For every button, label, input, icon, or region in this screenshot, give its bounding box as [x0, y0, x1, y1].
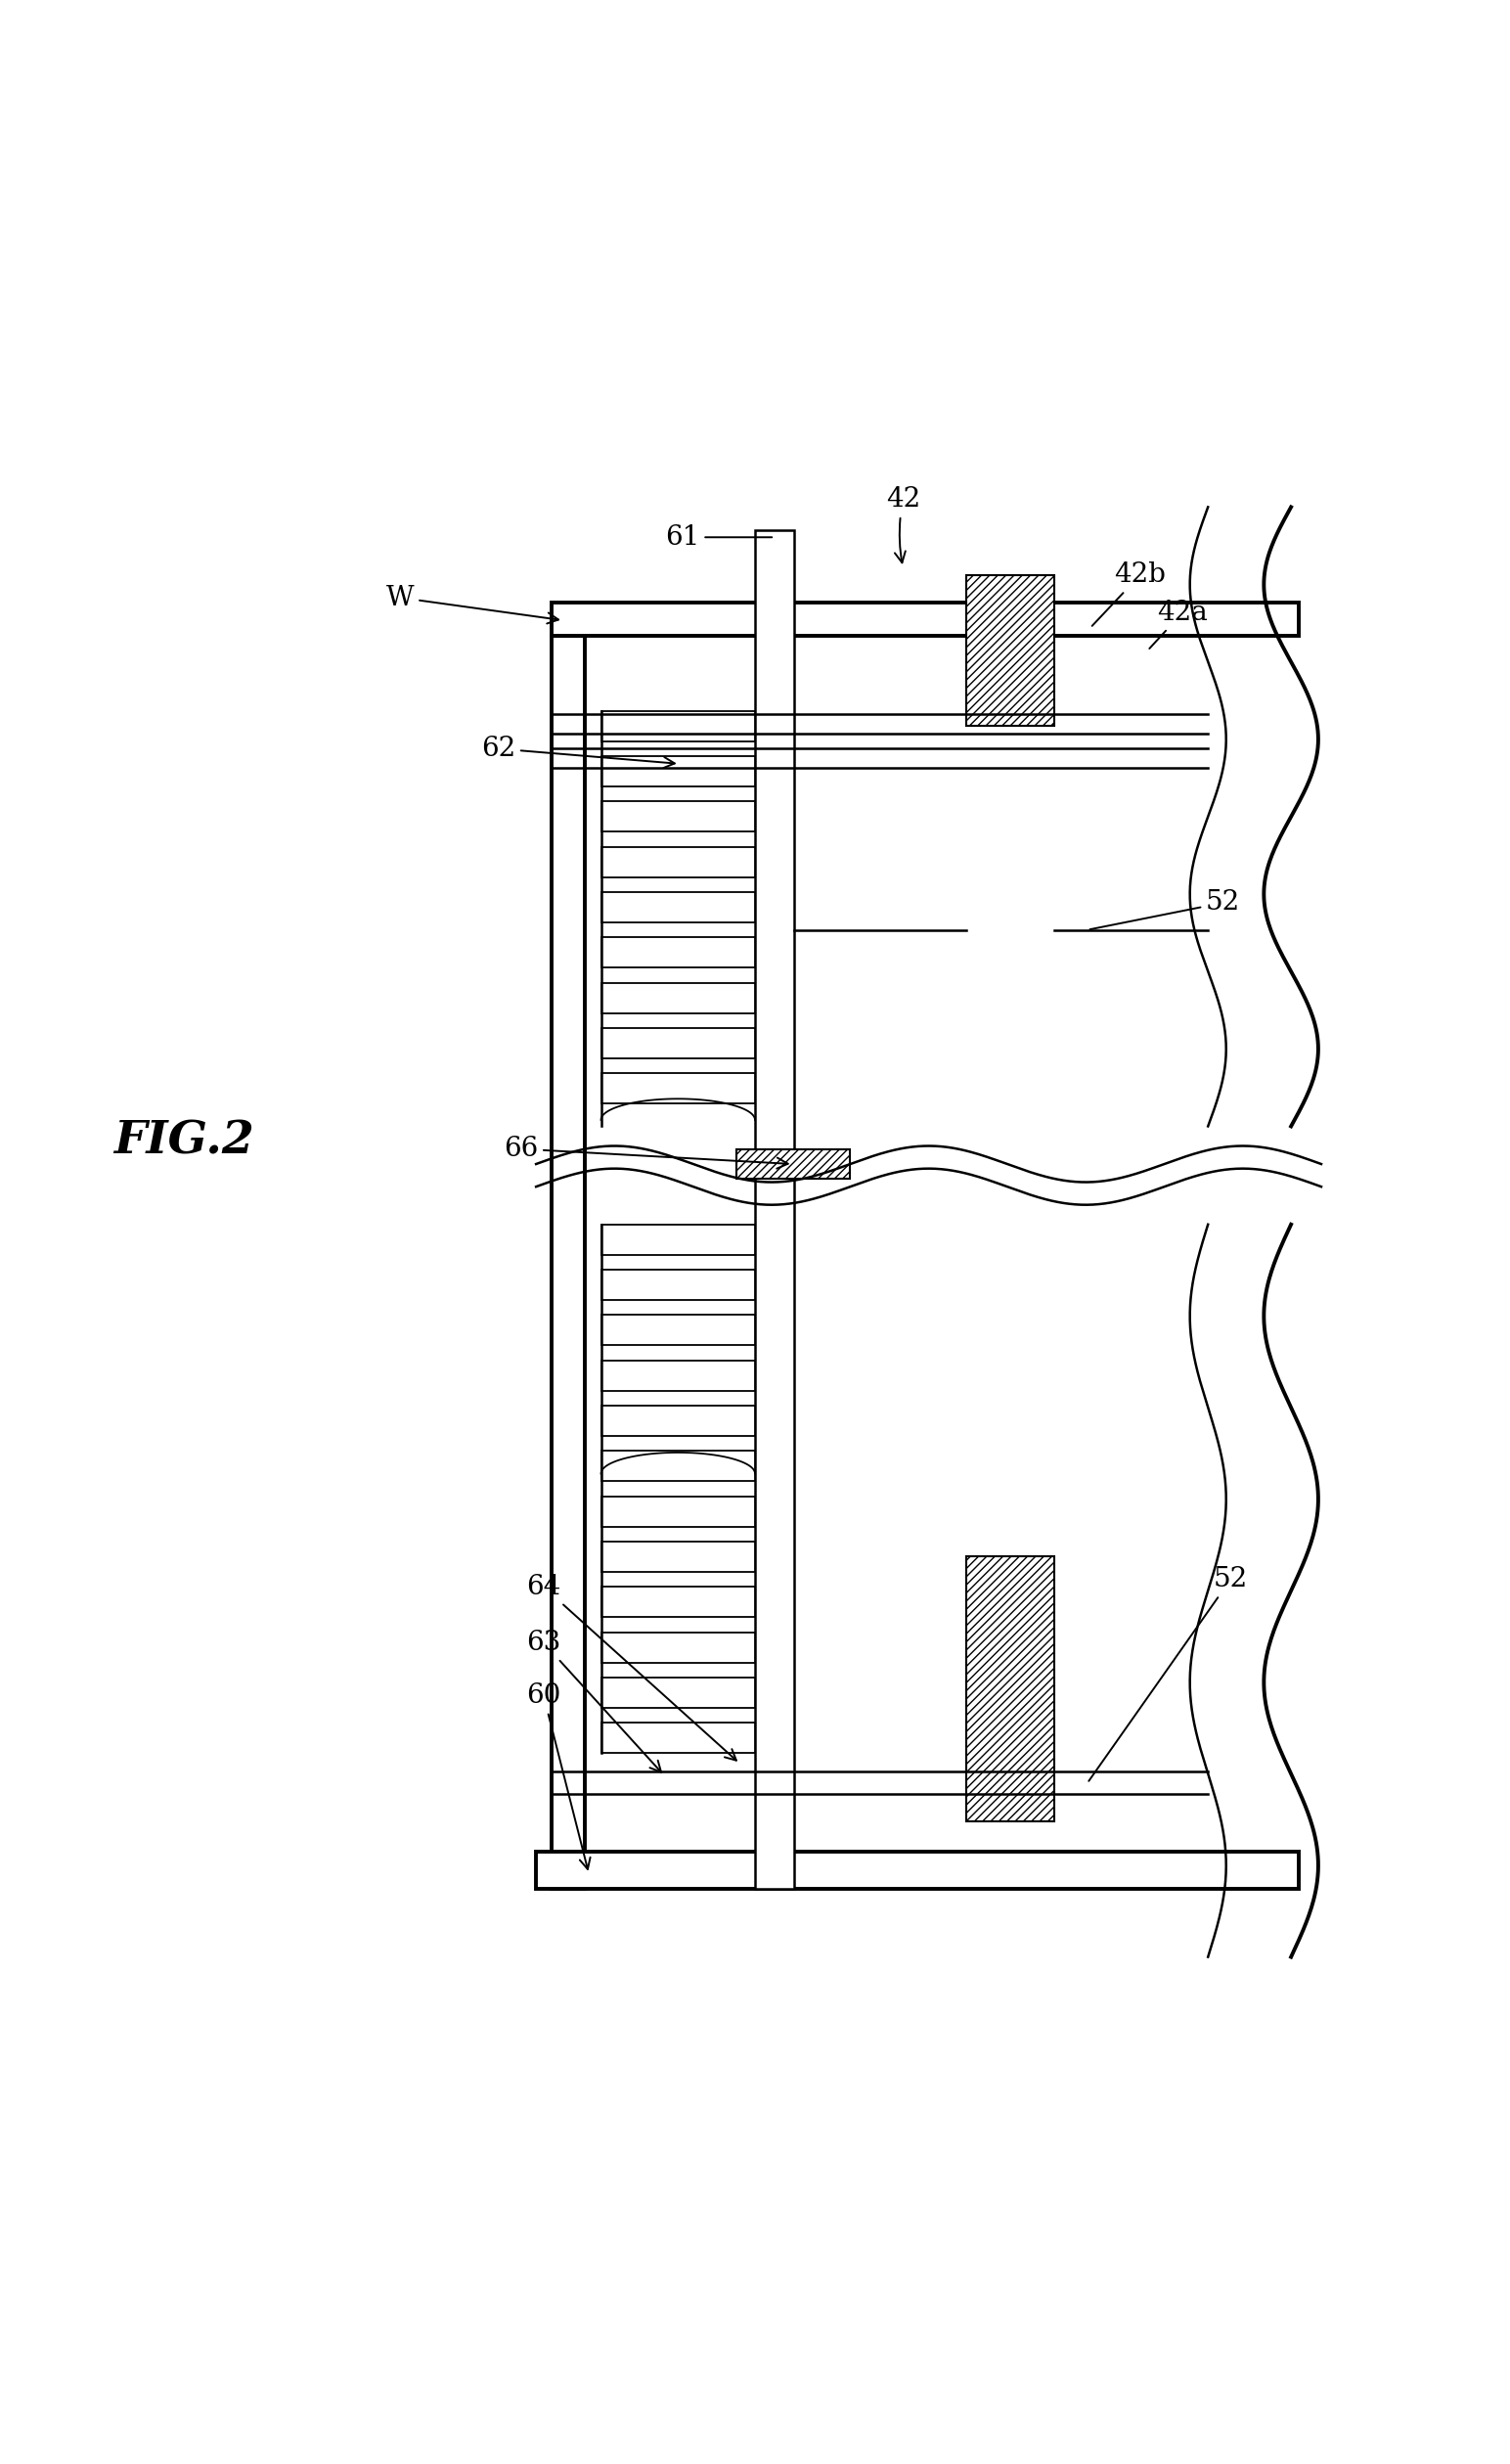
Text: 64: 64	[527, 1574, 737, 1759]
Bar	[551, 636, 584, 1890]
Bar	[966, 574, 1054, 727]
Bar	[551, 601, 1299, 636]
Bar	[601, 1678, 755, 1708]
Bar	[755, 530, 794, 1890]
Text: 52: 52	[1089, 1567, 1247, 1781]
Text: W: W	[387, 584, 559, 623]
Bar	[601, 1496, 755, 1528]
Bar	[601, 983, 755, 1013]
Text: 42: 42	[886, 485, 920, 562]
Text: 42b: 42b	[1092, 562, 1166, 626]
Text: 60: 60	[527, 1683, 590, 1870]
Text: 52: 52	[1090, 890, 1240, 929]
Bar	[601, 756, 755, 786]
Bar	[601, 848, 755, 877]
Bar	[601, 1587, 755, 1616]
Text: 63: 63	[527, 1629, 661, 1772]
Bar	[601, 1542, 755, 1572]
Bar	[966, 1557, 1054, 1821]
Bar	[601, 801, 755, 833]
Bar	[601, 1027, 755, 1060]
Bar	[601, 1722, 755, 1752]
Bar	[601, 1269, 755, 1301]
Bar	[601, 1225, 755, 1254]
Bar	[601, 892, 755, 922]
Text: 62: 62	[482, 734, 675, 769]
Bar	[601, 1631, 755, 1663]
Bar	[601, 1360, 755, 1390]
Text: 42a: 42a	[1149, 599, 1208, 648]
Bar	[601, 1316, 755, 1345]
Bar	[601, 1404, 755, 1437]
Text: FIG.2: FIG.2	[113, 1119, 254, 1163]
Text: 61: 61	[666, 525, 772, 549]
Bar	[536, 1850, 1299, 1890]
Bar	[601, 1074, 755, 1104]
Bar	[737, 1148, 850, 1180]
Bar	[601, 1451, 755, 1481]
Bar	[601, 712, 755, 742]
Text: 66: 66	[504, 1136, 788, 1168]
Bar	[601, 936, 755, 968]
